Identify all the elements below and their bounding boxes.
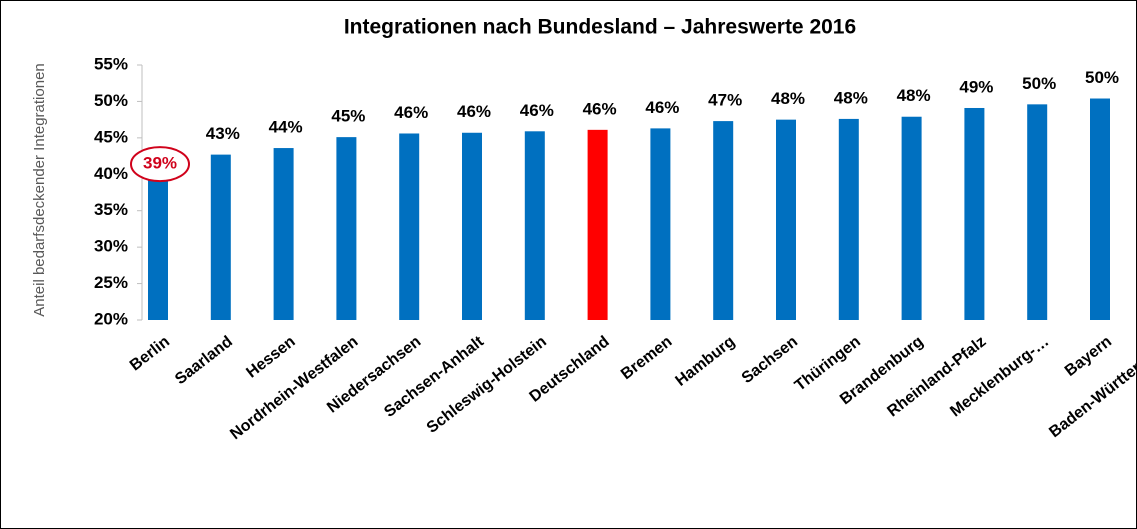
bar xyxy=(399,133,420,320)
bar xyxy=(524,131,545,320)
value-label: 48% xyxy=(771,89,805,108)
bar xyxy=(273,148,294,320)
bar xyxy=(587,129,608,320)
value-label: 50% xyxy=(1022,74,1056,93)
y-tick-label: 20% xyxy=(94,309,128,328)
value-label: 44% xyxy=(269,118,303,137)
y-tick-label: 40% xyxy=(94,164,128,183)
y-tick-label: 25% xyxy=(94,273,128,292)
bar xyxy=(713,121,734,320)
value-label: 39% xyxy=(143,154,177,173)
bar xyxy=(148,180,168,320)
value-label: 46% xyxy=(520,101,554,120)
value-label: 50% xyxy=(1085,68,1119,87)
bar xyxy=(901,116,922,320)
y-tick-label: 35% xyxy=(94,200,128,219)
value-label: 46% xyxy=(394,103,428,122)
value-label: 46% xyxy=(583,99,617,118)
bar xyxy=(336,137,357,320)
value-label: 45% xyxy=(331,107,365,126)
y-tick-label: 55% xyxy=(94,54,128,73)
bar xyxy=(964,107,985,320)
y-tick-label: 45% xyxy=(94,127,128,146)
value-label: 48% xyxy=(897,86,931,105)
bar xyxy=(838,118,859,321)
bar xyxy=(776,119,796,321)
y-tick-label: 50% xyxy=(94,91,128,110)
value-label: 47% xyxy=(708,91,742,110)
bar xyxy=(1090,98,1110,320)
value-label: 49% xyxy=(959,77,993,96)
value-label: 46% xyxy=(645,98,679,117)
value-label: 43% xyxy=(206,124,240,143)
bar xyxy=(650,128,671,320)
bar xyxy=(1027,104,1048,320)
value-label: 48% xyxy=(834,88,868,107)
bar xyxy=(210,154,231,320)
chart-title: Integrationen nach Bundesland – Jahreswe… xyxy=(344,16,856,39)
y-axis-title: Anteil bedarfsdeckender Integrationen xyxy=(31,63,48,317)
value-label: 46% xyxy=(457,102,491,121)
y-tick-label: 30% xyxy=(94,237,128,256)
highlight-circle xyxy=(130,146,190,183)
bar xyxy=(462,132,482,320)
